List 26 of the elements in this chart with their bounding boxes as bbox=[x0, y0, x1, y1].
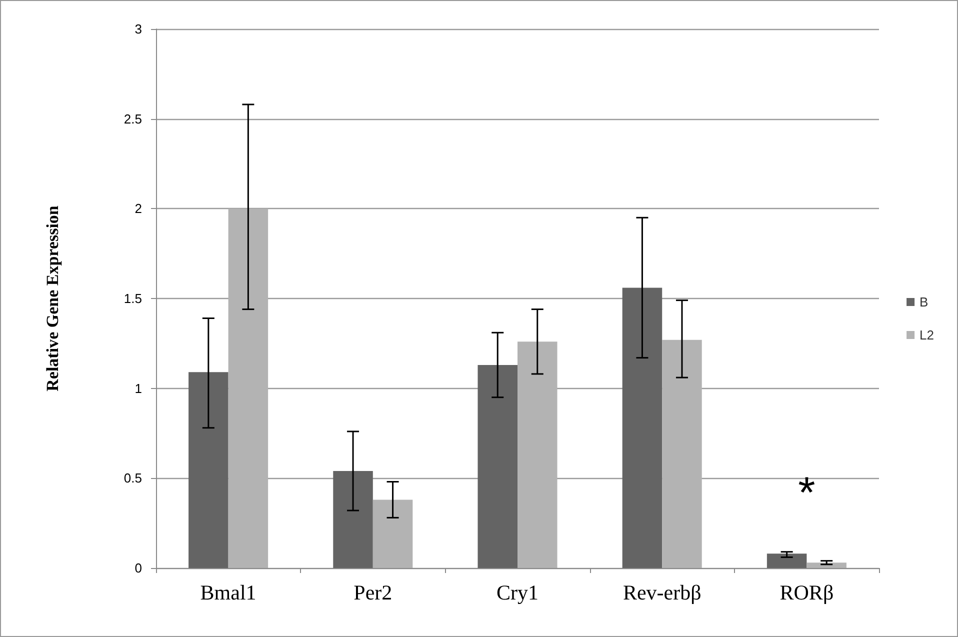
x-tick-label: Rev-erbβ bbox=[622, 580, 702, 604]
bar bbox=[372, 500, 413, 568]
bar bbox=[806, 562, 846, 568]
y-tick-label: 0.5 bbox=[124, 470, 142, 486]
x-tick-label: RORβ bbox=[780, 580, 834, 604]
x-tick-label: Per2 bbox=[354, 580, 392, 604]
x-tick-label: Cry1 bbox=[496, 580, 538, 604]
y-tick-label: 1.5 bbox=[124, 291, 142, 306]
bar bbox=[333, 470, 373, 568]
bar bbox=[518, 342, 558, 568]
bar bbox=[662, 340, 702, 568]
y-axis-title: Relative Gene Expression bbox=[43, 205, 62, 392]
y-tick-label: 2 bbox=[134, 201, 142, 216]
bar bbox=[622, 288, 662, 568]
y-tick-label: 1 bbox=[134, 380, 142, 396]
y-tick-label: 0 bbox=[134, 560, 142, 576]
legend-label: B bbox=[920, 294, 928, 310]
annotation: * bbox=[798, 468, 816, 518]
bar bbox=[228, 208, 268, 568]
x-tick-label: Bmal1 bbox=[200, 580, 256, 604]
legend-label: L2 bbox=[920, 328, 934, 342]
y-tick-label: 3 bbox=[134, 22, 142, 36]
bar bbox=[766, 554, 807, 568]
y-tick-label: 2.5 bbox=[124, 111, 142, 126]
bar bbox=[478, 364, 518, 568]
bar bbox=[188, 372, 228, 568]
